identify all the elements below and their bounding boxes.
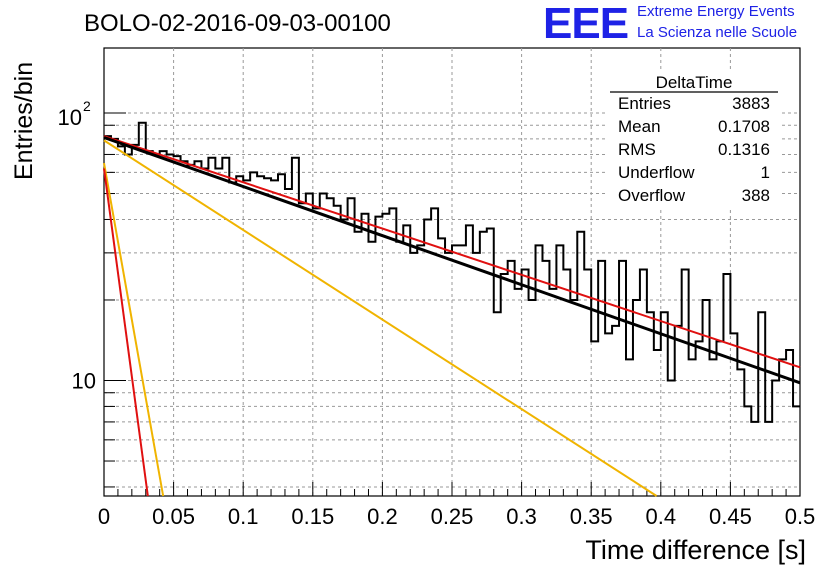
y-axis-label: Entries/bin (10, 61, 38, 180)
stats-value: 388 (742, 186, 770, 205)
stats-value: 0.1708 (718, 117, 770, 136)
stats-box-bg (608, 72, 780, 208)
logo-subtitle-2: La Scienza nelle Scuole (637, 24, 798, 41)
x-axis-label: Time difference [s] (585, 535, 806, 565)
histogram-series (104, 121, 800, 423)
stats-label: RMS (618, 140, 656, 159)
stats-title: DeltaTime (656, 73, 733, 92)
stats-value: 1 (761, 163, 770, 182)
axis-ticks (103, 112, 801, 496)
grid-lines (104, 48, 800, 496)
x-tick-label: 0.1 (228, 504, 259, 529)
x-tick-label: 0.5 (785, 504, 816, 529)
fit-line-2 (103, 162, 165, 497)
x-tick-label: 0.2 (367, 504, 398, 529)
stats-rows: Entries 3883 Mean 0.1708 RMS 0.1316 Underflow 1… (618, 94, 770, 205)
stats-value: 0.1316 (718, 140, 770, 159)
x-tick-label: 0.45 (709, 504, 752, 529)
fit-line-3 (103, 168, 149, 497)
x-tick-labels: 0 0.05 0.1 0.15 0.2 0.25 0.3 0.35 0.4 0.45 0.5 (98, 504, 815, 529)
stats-label: Underflow (618, 163, 695, 182)
x-tick-label: 0.3 (506, 504, 537, 529)
y-tick-label-exponent: 2 (83, 98, 91, 114)
x-tick-label: 0.25 (431, 504, 474, 529)
stats-label: Entries (618, 94, 671, 113)
logo-subtitle-1: Extreme Energy Events (637, 3, 795, 20)
stats-label: Mean (618, 117, 661, 136)
fit-line-0 (103, 136, 801, 385)
x-tick-label: 0 (98, 504, 110, 529)
eee-logo: EEE (543, 0, 629, 48)
histogram-steps (104, 121, 800, 423)
x-tick-label: 0.05 (152, 504, 195, 529)
stats-value: 3883 (732, 94, 770, 113)
x-tick-label: 0.4 (646, 504, 677, 529)
x-tick-label: 0.15 (291, 504, 334, 529)
chart-title: BOLO-02-2016-09-03-00100 (84, 10, 391, 37)
stats-label: Overflow (618, 186, 686, 205)
stats-box: DeltaTime Entries 3883 Mean 0.1708 RMS 0.1316… (608, 72, 780, 208)
fit-line-1 (103, 135, 801, 369)
fit-lines (103, 135, 801, 497)
x-tick-label: 0.35 (570, 504, 613, 529)
y-tick-label: 10 (72, 368, 96, 393)
y-tick-label: 10 (58, 105, 82, 130)
fit-line-4 (103, 139, 658, 497)
